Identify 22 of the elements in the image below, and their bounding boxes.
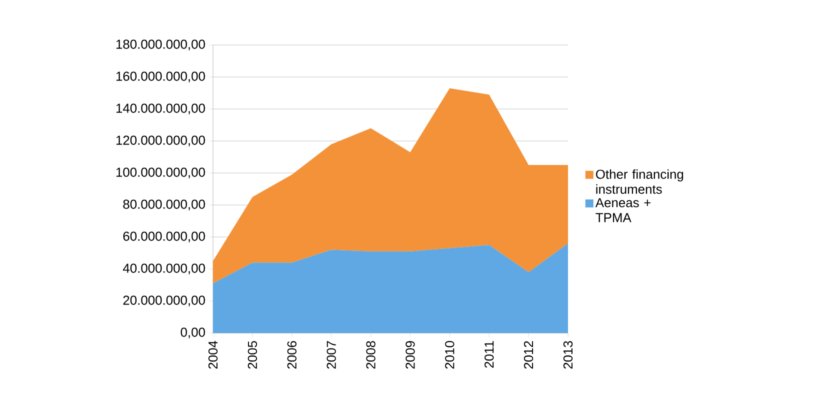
y-tick-label: 140.000.000,00	[116, 104, 205, 114]
x-tick-label: 2010	[445, 341, 454, 369]
y-tick-label: 80.000.000,00	[123, 200, 205, 210]
x-tick-label: 2004	[208, 340, 218, 369]
x-tick-label: 2013	[563, 341, 573, 369]
x-tick-label: 2007	[326, 341, 336, 369]
x-tick-label: 2011	[484, 341, 494, 368]
y-tick-label: 120.000.000,00	[116, 136, 205, 146]
y-tick-label: 0,00	[180, 328, 205, 338]
legend-label: Other financing instruments	[596, 169, 684, 194]
y-tick-label: 40.000.000,00	[122, 264, 205, 274]
y-tick-label: 100.000.000,00	[116, 168, 205, 178]
x-tick-label: 2008	[366, 341, 376, 369]
y-tick-label: 60.000.000,00	[123, 232, 205, 242]
legend-label: Aeneas + TPMA	[595, 198, 651, 222]
x-tick-label: 2006	[287, 341, 296, 369]
x-tick-label: 2009	[406, 341, 415, 369]
y-tick-label: 160.000.000,00	[116, 72, 205, 82]
y-tick-label: 180.000.000,00	[116, 40, 205, 50]
x-tick-label: 2012	[524, 341, 534, 369]
x-tick-label: 2005	[248, 341, 258, 369]
y-tick-label: 20.000.000,00	[123, 296, 205, 306]
